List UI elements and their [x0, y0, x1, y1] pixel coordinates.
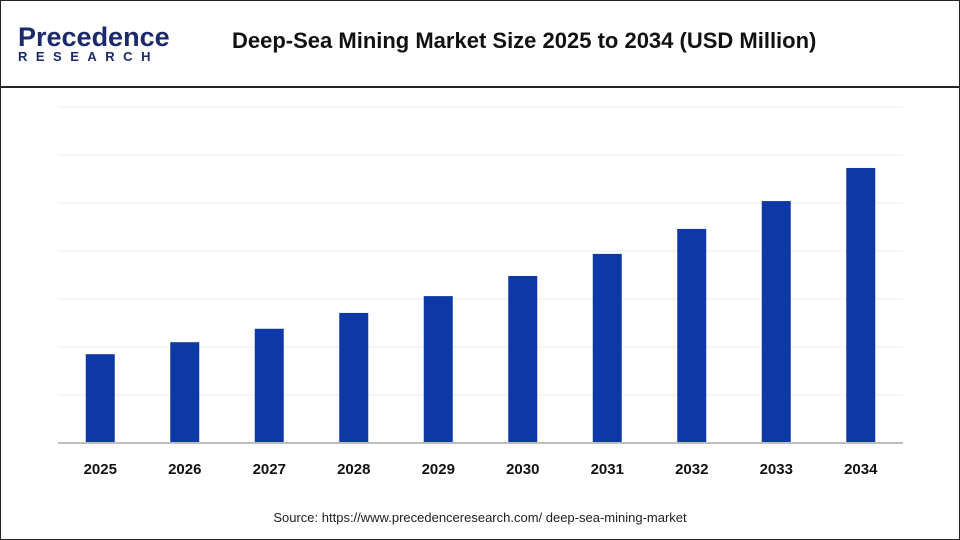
header: Precedence RESEARCH Deep-Sea Mining Mark…: [0, 0, 960, 88]
logo: Precedence RESEARCH: [18, 22, 170, 64]
x-tick-label: 2029: [422, 461, 455, 478]
x-tick-label: 2032: [675, 461, 708, 478]
bar-2030: [508, 275, 538, 443]
bar-2028: [339, 312, 369, 443]
bar-2032: [677, 228, 707, 443]
bar-2026: [170, 342, 200, 443]
x-tick-label: 2031: [591, 461, 624, 478]
logo-text: Precedence: [18, 22, 170, 52]
bar-2031: [592, 253, 622, 443]
x-tick-label: 2027: [253, 461, 286, 478]
x-tick-label: 2033: [760, 461, 793, 478]
chart-title: Deep-Sea Mining Market Size 2025 to 2034…: [232, 28, 817, 53]
x-tick-label: 2028: [337, 461, 370, 478]
x-tick-label: 2025: [84, 461, 117, 478]
bar-2027: [254, 328, 284, 443]
bar-2025: [85, 354, 115, 443]
bar-2033: [761, 201, 791, 443]
x-tick-label: 2034: [844, 461, 878, 478]
source-text: Source: https://www.precedenceresearch.c…: [273, 510, 687, 525]
logo-subtext: RESEARCH: [18, 49, 159, 64]
bar-2029: [423, 296, 453, 443]
x-tick-label: 2030: [506, 461, 539, 478]
bar-2034: [846, 167, 876, 443]
x-tick-label: 2026: [168, 461, 201, 478]
